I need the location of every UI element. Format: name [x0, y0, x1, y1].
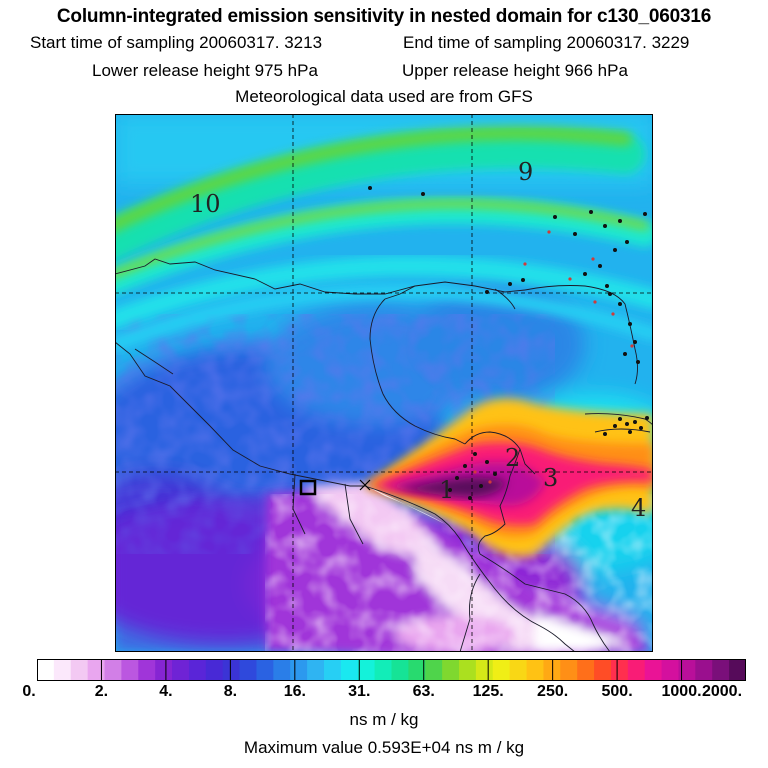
colorbar-swatch — [121, 659, 139, 681]
colorbar-swatch — [442, 659, 460, 681]
trajectory-label-4: 4 — [631, 494, 646, 522]
colorbar-swatch — [172, 659, 190, 681]
colorbar-units: ns m / kg — [349, 710, 419, 729]
colorbar-swatch — [138, 659, 156, 681]
colorbar-label: 500. — [601, 683, 633, 700]
meteorological-source: Meteorological data used are from GFS — [235, 87, 533, 106]
lower-release-height: Lower release height 975 hPa — [92, 61, 318, 81]
scatter-points-red — [473, 230, 634, 484]
colorbar-swatch — [53, 659, 72, 681]
receptor-cross-icon — [359, 479, 371, 491]
start-time-value: 20060317. 3213 — [199, 33, 323, 52]
end-time: End time of sampling 20060317. 3229 — [403, 33, 689, 53]
coastlines — [115, 258, 653, 652]
colorbar-label: 31. — [348, 683, 371, 700]
colorbar-swatch — [188, 659, 207, 681]
colorbar-labels: 0. 2. 4. 8. 16. 31. 63. 125. 250. 500. 1000. 2000. — [0, 683, 768, 707]
start-time-label: Start time of sampling — [30, 33, 195, 52]
colorbar-label: 125. — [472, 683, 504, 700]
lower-release-value: 975 hPa — [254, 61, 318, 80]
colorbar-swatches — [37, 659, 746, 681]
colorbar-label: 63. — [412, 683, 435, 700]
colorbar-swatch — [678, 659, 696, 681]
colorbar-swatch — [408, 659, 426, 681]
colorbar-label: 4. — [159, 683, 173, 700]
square-marker-icon — [299, 479, 317, 496]
colorbar-swatch — [340, 659, 359, 681]
plot-title: Column-integrated emission sensitivity i… — [56, 6, 712, 27]
colorbar-label: 2. — [94, 683, 109, 700]
colorbar-swatch — [560, 659, 578, 681]
end-time-label: End time of sampling — [403, 33, 562, 52]
colorbar-swatch — [357, 659, 376, 681]
colorbar-swatch — [37, 659, 55, 681]
colorbar-swatch — [712, 659, 730, 681]
colorbar-swatch — [492, 659, 511, 681]
colorbar-swatch — [374, 659, 393, 681]
map-canvas: 1 2 3 4 9 10 — [115, 114, 653, 652]
trajectory-label-3: 3 — [543, 464, 558, 492]
colorbar-swatch — [239, 659, 258, 681]
colorbar-swatch — [391, 659, 409, 681]
colorbar-swatch — [155, 659, 173, 681]
colorbar-label: 16. — [283, 683, 306, 700]
colorbar-swatch — [644, 659, 663, 681]
colorbar-swatch — [87, 659, 106, 681]
end-time-value: 20060317. 3229 — [566, 33, 690, 52]
colorbar-swatch — [594, 659, 612, 681]
colorbar-swatch — [256, 659, 274, 681]
maximum-value: Maximum value 0.593E+04 ns m / kg — [0, 738, 768, 758]
colorbar-swatch — [459, 659, 477, 681]
colorbar-swatch — [222, 659, 241, 681]
map-frame — [115, 114, 653, 652]
colorbar-swatch — [307, 659, 325, 681]
colorbar-swatch — [661, 659, 680, 681]
colorbar-swatch — [70, 659, 89, 681]
trajectory-label-9: 9 — [518, 158, 533, 186]
colorbar-swatch — [290, 659, 308, 681]
colorbar-swatch — [475, 659, 494, 681]
colorbar-swatch — [104, 659, 122, 681]
lower-release-label: Lower release height — [92, 61, 250, 80]
maximum-value-label: Maximum value — [243, 738, 363, 757]
upper-release-label: Upper release height — [402, 61, 560, 80]
colorbar-swatch — [627, 659, 646, 681]
scatter-points — [368, 186, 649, 500]
colorbar-swatch — [729, 659, 746, 681]
colorbar-label: 0. — [22, 683, 36, 700]
colorbar-swatch — [610, 659, 629, 681]
start-time: Start time of sampling 20060317. 3213 — [30, 33, 322, 53]
colorbar-swatch — [695, 659, 713, 681]
northern-arcs — [115, 126, 653, 351]
colorbar-label: 250. — [537, 683, 569, 700]
colorbar-swatch — [509, 659, 528, 681]
trajectory-label-1: 1 — [439, 476, 454, 504]
colorbar-label: 2000. — [701, 683, 743, 700]
colorbar-swatch — [526, 659, 545, 681]
colorbar — [37, 659, 746, 681]
colorbar-swatch — [323, 659, 342, 681]
colorbar-frame — [37, 659, 746, 681]
colorbar-label: 8. — [223, 683, 238, 700]
colorbar-label: 1000. — [661, 683, 702, 700]
colorbar-swatch — [205, 659, 224, 681]
sensitivity-map: 1 2 3 4 9 10 — [115, 114, 653, 652]
colorbar-swatch — [577, 659, 595, 681]
colorbar-swatch — [273, 659, 291, 681]
colorbar-swatch — [425, 659, 443, 681]
trajectory-label-group: 1 2 3 4 9 10 — [190, 158, 646, 522]
trajectory-label-10: 10 — [190, 190, 221, 218]
upper-release-height: Upper release height 966 hPa — [402, 61, 628, 81]
lat-lon-grid — [115, 114, 653, 652]
trajectory-label-2: 2 — [505, 444, 520, 472]
upper-release-value: 966 hPa — [564, 61, 628, 80]
maximum-value-number: 0.593E+04 ns m / kg — [367, 738, 525, 757]
